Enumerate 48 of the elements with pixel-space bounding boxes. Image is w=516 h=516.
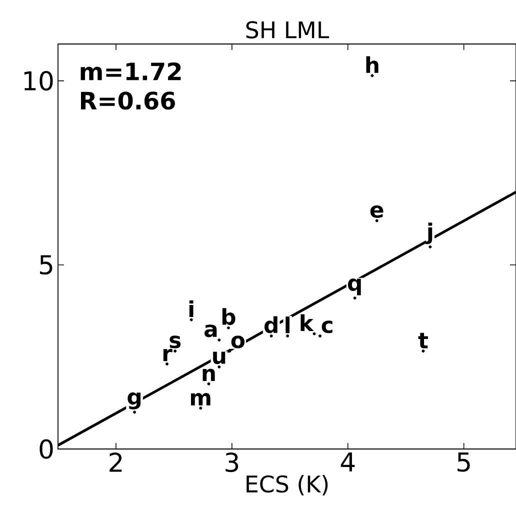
point <box>207 382 210 386</box>
point <box>370 74 374 78</box>
x-tick-label: 3 <box>226 452 238 472</box>
data-label: o <box>231 336 245 348</box>
annotation: R=0.66 <box>80 92 175 110</box>
point <box>174 350 177 353</box>
data-label: g <box>128 392 141 410</box>
x-tick-label: 5 <box>458 452 470 472</box>
x-axis-title: ECS (K) <box>246 474 328 496</box>
point <box>318 334 322 338</box>
data-label: m <box>191 393 210 406</box>
point <box>166 362 168 366</box>
y-tick-label: 5 <box>40 255 52 275</box>
point <box>353 296 356 300</box>
data-label: h <box>366 56 378 73</box>
point <box>270 334 273 338</box>
y-tick-label: 0 <box>40 439 53 459</box>
data-label: n <box>202 368 215 382</box>
point <box>218 365 221 368</box>
data-label: b <box>222 308 236 326</box>
point <box>133 410 136 414</box>
data-label: c <box>322 320 332 334</box>
point <box>199 406 202 410</box>
data-label: i <box>189 300 194 317</box>
point <box>375 219 378 222</box>
data-label: j <box>426 222 432 244</box>
data-label: d <box>264 316 278 334</box>
point <box>428 245 432 248</box>
point <box>286 334 290 338</box>
point <box>226 326 230 330</box>
y-tick-label: 10 <box>24 71 53 91</box>
data-label: t <box>418 332 428 348</box>
data-label: e <box>370 205 384 218</box>
data-label: a <box>204 324 217 338</box>
chart-title: SH LML <box>246 21 330 38</box>
x-tick-label: 2 <box>110 452 122 472</box>
data-label: q <box>348 278 361 296</box>
data-label: k <box>300 314 314 331</box>
point <box>422 350 425 353</box>
x-tick-label: 4 <box>340 452 355 472</box>
point <box>190 318 193 322</box>
point <box>218 338 221 342</box>
point <box>312 332 316 336</box>
annotation: m=1.72 <box>80 62 181 80</box>
data-label: u <box>213 352 226 364</box>
data-label: r <box>163 348 172 362</box>
data-label: s <box>170 336 181 348</box>
data-label: l <box>286 316 290 334</box>
